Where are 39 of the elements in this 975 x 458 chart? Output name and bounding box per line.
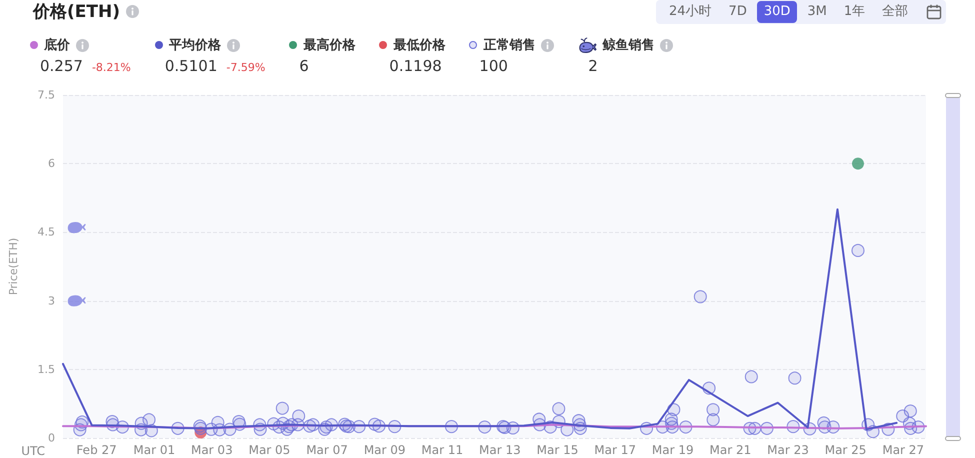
x-tick-label: Mar 23 xyxy=(767,443,809,457)
x-tick-label: Feb 27 xyxy=(76,443,117,457)
legend-label: 正常销售 xyxy=(483,37,536,54)
x-tick-label: Mar 15 xyxy=(536,443,578,457)
y-axis-title: Price(ETH) xyxy=(7,238,20,296)
x-tick-label: Mar 07 xyxy=(306,443,348,457)
text: -8.21% xyxy=(92,61,131,74)
x-tick-label: Mar 27 xyxy=(882,443,924,457)
x-axis-title: UTC xyxy=(21,444,45,458)
time-range-tabs: 24小时 7D 30D 3M 1年 全部 xyxy=(656,0,946,24)
x-tick-label: Mar 03 xyxy=(190,443,233,457)
text: 6 xyxy=(299,57,309,75)
chart-title: 价格(ETH) xyxy=(33,0,120,22)
x-tick-label: Mar 17 xyxy=(594,443,636,457)
y-tick-label: 0 xyxy=(48,432,55,444)
y-tick-label: 4.5 xyxy=(38,226,55,239)
legend-label: 平均价格 xyxy=(168,37,221,54)
y-tick-label: 7.5 xyxy=(38,88,55,102)
x-tick-label: Mar 19 xyxy=(652,443,694,457)
x-tick-label: Mar 13 xyxy=(479,443,521,457)
y-tick-label: 1.5 xyxy=(38,362,55,376)
legend-label: 最高价格 xyxy=(303,36,356,54)
text: 2 xyxy=(588,57,598,75)
x-tick-label: Mar 09 xyxy=(364,443,406,457)
y-tick-label: 6 xyxy=(48,157,55,170)
legend-label: 底价 xyxy=(44,36,70,54)
x-tick-label: Mar 21 xyxy=(709,443,752,457)
x-tick-label: Mar 25 xyxy=(824,443,866,457)
legend-label: 最低价格 xyxy=(393,37,446,54)
x-tick-label: Mar 05 xyxy=(248,443,290,457)
x-tick-label: Mar 11 xyxy=(421,443,464,457)
text: -7.59% xyxy=(226,61,266,74)
y-tick-label: 3 xyxy=(48,294,55,308)
text: 0.257 xyxy=(40,57,83,75)
text: 0.1198 xyxy=(389,57,442,75)
x-tick-label: Mar 01 xyxy=(133,443,176,457)
text: 100 xyxy=(479,57,508,75)
legend-label: 鲸鱼销售 xyxy=(602,36,654,54)
text: 0.5101 xyxy=(164,57,218,75)
